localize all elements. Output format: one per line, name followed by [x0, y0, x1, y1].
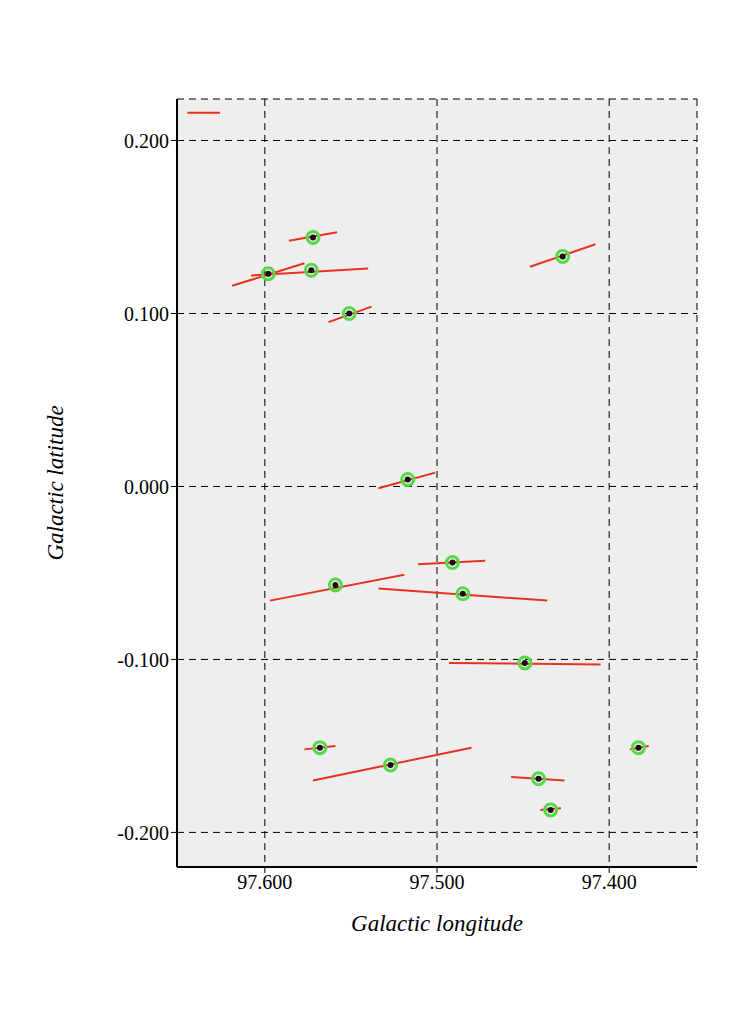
svg-text:-0.200: -0.200: [117, 822, 169, 844]
svg-text:0.200: 0.200: [124, 130, 169, 152]
svg-text:0.100: 0.100: [124, 303, 169, 325]
svg-text:-0.100: -0.100: [117, 649, 169, 671]
svg-text:Galactic latitude: Galactic latitude: [43, 405, 68, 560]
svg-text:97.500: 97.500: [410, 871, 465, 893]
svg-text:97.400: 97.400: [582, 871, 637, 893]
svg-text:0.000: 0.000: [124, 476, 169, 498]
svg-text:Galactic longitude: Galactic longitude: [351, 911, 523, 936]
svg-text:97.600: 97.600: [237, 871, 292, 893]
